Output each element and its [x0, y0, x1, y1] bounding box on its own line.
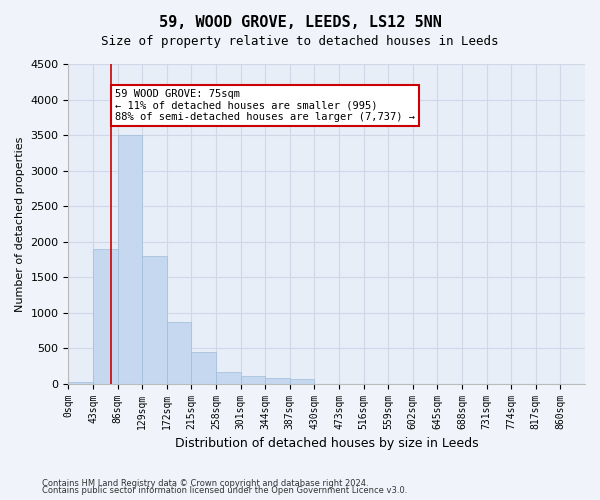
- Bar: [191, 352, 216, 384]
- Text: Contains HM Land Registry data © Crown copyright and database right 2024.: Contains HM Land Registry data © Crown c…: [42, 478, 368, 488]
- Text: Contains public sector information licensed under the Open Government Licence v3: Contains public sector information licen…: [42, 486, 407, 495]
- Bar: [290, 380, 314, 384]
- Bar: [265, 378, 290, 384]
- Text: 59, WOOD GROVE, LEEDS, LS12 5NN: 59, WOOD GROVE, LEEDS, LS12 5NN: [158, 15, 442, 30]
- Bar: [118, 135, 142, 384]
- X-axis label: Distribution of detached houses by size in Leeds: Distribution of detached houses by size …: [175, 437, 479, 450]
- Y-axis label: Number of detached properties: Number of detached properties: [15, 136, 25, 312]
- Bar: [142, 256, 167, 384]
- Bar: [241, 376, 265, 384]
- Text: Size of property relative to detached houses in Leeds: Size of property relative to detached ho…: [101, 35, 499, 48]
- Bar: [216, 372, 241, 384]
- Bar: [93, 248, 118, 384]
- Bar: [167, 322, 191, 384]
- Text: 59 WOOD GROVE: 75sqm
← 11% of detached houses are smaller (995)
88% of semi-deta: 59 WOOD GROVE: 75sqm ← 11% of detached h…: [115, 89, 415, 122]
- Bar: [68, 382, 93, 384]
